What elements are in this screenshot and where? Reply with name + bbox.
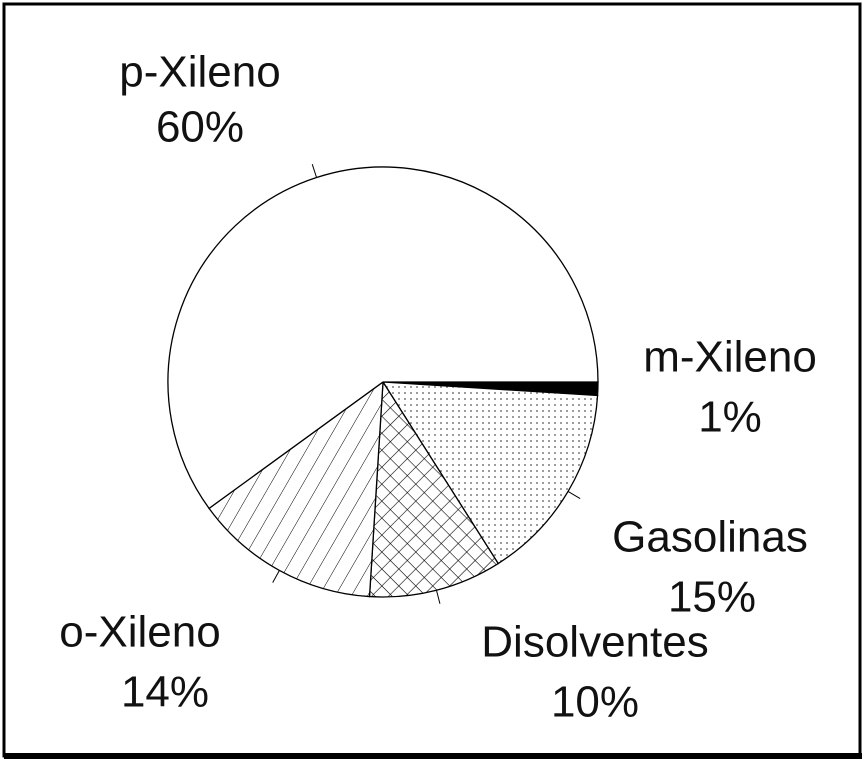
pie-slice <box>381 381 599 565</box>
slice-label: m-Xileno <box>643 333 817 382</box>
leader-line <box>567 491 581 500</box>
slice-label: p-Xileno <box>119 48 280 97</box>
pie-slice <box>167 166 599 510</box>
leader-line <box>272 570 280 583</box>
slice-value-label: 10% <box>551 678 639 727</box>
slice-label: Gasolinas <box>612 513 808 562</box>
slice-label: Disolventes <box>481 618 708 667</box>
slice-value-label: 1% <box>698 393 762 442</box>
slice-value-label: 60% <box>156 103 244 152</box>
slice-value-label: 14% <box>121 668 209 717</box>
leader-line <box>311 164 318 178</box>
slice-value-label: 15% <box>668 573 756 622</box>
leader-line <box>435 590 441 604</box>
slice-label: o-Xileno <box>59 608 220 657</box>
